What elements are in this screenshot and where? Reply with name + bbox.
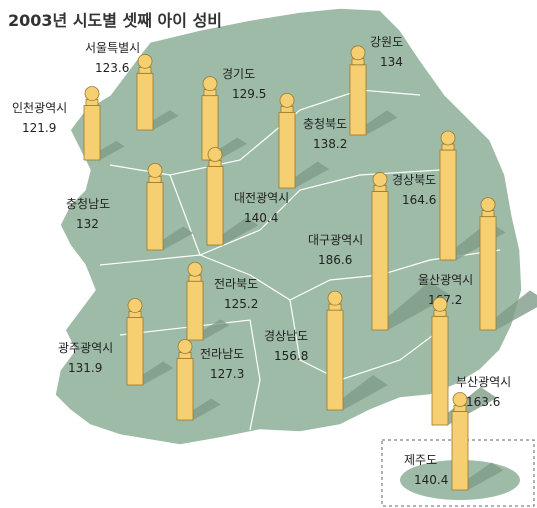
pillar-head [177, 339, 193, 354]
pillar-head [279, 92, 295, 108]
region-value: 138.2 [313, 137, 347, 151]
pillar-shadow [372, 281, 451, 330]
region-name: 광주광역시 [58, 341, 113, 355]
pillar-head [480, 197, 496, 213]
region-value: 140.4 [414, 473, 448, 487]
region-value: 131.9 [68, 361, 102, 375]
region-value: 132 [76, 217, 99, 231]
region-name: 전라남도 [200, 347, 244, 361]
pillar-head [187, 261, 203, 277]
pillar [479, 216, 497, 331]
pillar [126, 317, 144, 386]
region-name: 대구광역시 [308, 233, 363, 247]
region-value: 134 [380, 55, 403, 69]
pillar-head [202, 76, 218, 92]
pillar [371, 191, 389, 331]
region-name: 경상북도 [392, 173, 436, 187]
region-name: 대전광역시 [234, 191, 289, 205]
pillar [206, 166, 224, 246]
pillar [176, 358, 194, 421]
region-name: 제주도 [404, 453, 437, 467]
pillar [136, 72, 154, 131]
region-name: 경기도 [222, 67, 255, 81]
pillar-head [147, 162, 163, 178]
region-name: 전라북도 [214, 277, 258, 291]
pillar-head [327, 290, 343, 306]
region-value: 186.6 [318, 253, 352, 267]
pillar [186, 280, 204, 341]
pillar [83, 105, 101, 161]
pillar [326, 309, 344, 411]
pillar-head [440, 130, 456, 146]
pillar-head [207, 147, 223, 162]
region-borders [99, 89, 501, 431]
pillar-head [137, 53, 153, 69]
region-name: 충청북도 [303, 117, 347, 131]
region-value: 156.8 [274, 349, 308, 363]
pillar-head [372, 172, 388, 187]
pillar-head [452, 392, 468, 407]
jeju-inset-frame [381, 439, 535, 507]
region-value: 164.6 [402, 193, 436, 207]
region-name: 충청남도 [66, 197, 110, 211]
pillar [146, 181, 164, 251]
region-value: 140.4 [244, 211, 278, 225]
pillar [431, 315, 449, 426]
region-name: 서울특별시 [85, 41, 140, 55]
region-value: 129.5 [232, 87, 266, 101]
region-value: 121.9 [22, 121, 56, 135]
region-name: 부산광역시 [456, 375, 511, 389]
title: 2003년 시도별 셋째 아이 성비 [8, 11, 222, 30]
region-value: 123.6 [95, 61, 129, 75]
region-name: 강원도 [370, 35, 403, 49]
pillar-head [127, 298, 143, 313]
pillar [451, 411, 469, 491]
pillar [278, 111, 296, 189]
region-name: 인천광역시 [12, 100, 67, 115]
region-value: 163.6 [466, 395, 500, 409]
pillar [439, 149, 457, 261]
region-name: 경상남도 [264, 329, 308, 343]
pillar-head [350, 45, 366, 61]
pillar-head [84, 86, 100, 101]
region-value: 125.2 [224, 297, 258, 311]
pillar-head [432, 296, 448, 312]
pillar [349, 64, 367, 136]
region-name: 울산광역시 [418, 273, 473, 287]
region-value: 127.3 [210, 367, 244, 381]
